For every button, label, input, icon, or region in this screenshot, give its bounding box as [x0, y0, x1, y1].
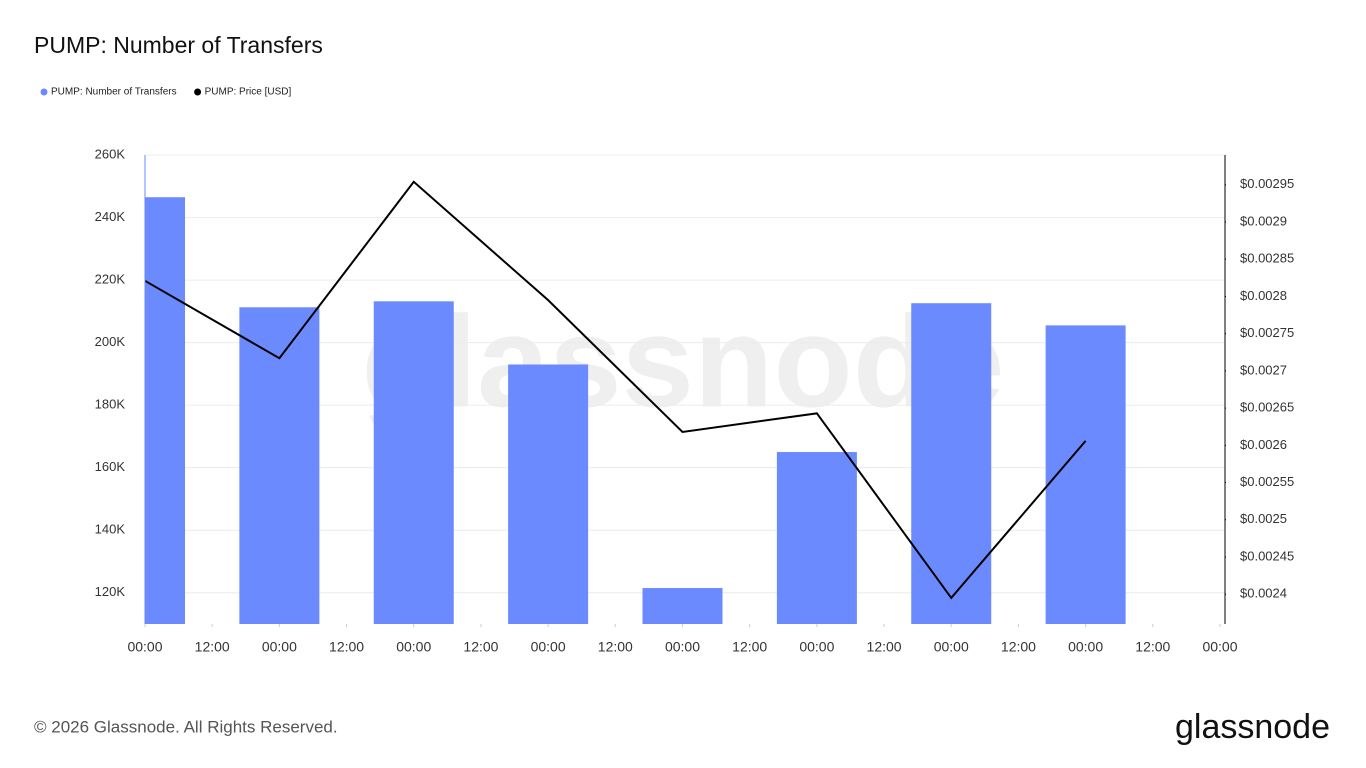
- legend-marker: [40, 88, 48, 96]
- y2-tick-label: $0.0029: [1240, 213, 1287, 228]
- x-tick-label: 12:00: [1135, 639, 1170, 655]
- price-line: [144, 180, 1087, 600]
- x-tick-label: 12:00: [867, 639, 902, 655]
- bar: [642, 588, 723, 624]
- y2-tick-label: $0.0025: [1240, 511, 1287, 526]
- y-tick-label: 140K: [95, 522, 126, 537]
- y2-tick-label: $0.0027: [1240, 362, 1287, 377]
- legend-marker: [194, 88, 202, 96]
- x-tick-label: 12:00: [1001, 639, 1036, 655]
- x-tick-label: 00:00: [531, 639, 566, 655]
- y2-tick-label: $0.0024: [1240, 586, 1287, 601]
- plot-area: [145, 197, 1126, 624]
- y2-tick-label: $0.0028: [1240, 288, 1287, 303]
- y2-tick-label: $0.00275: [1240, 325, 1294, 340]
- x-tick-label: 00:00: [1068, 639, 1103, 655]
- x-tick-label: 00:00: [396, 639, 431, 655]
- bar: [776, 452, 857, 624]
- y2-tick-label: $0.00245: [1240, 548, 1294, 563]
- y2-tick-label: $0.00265: [1240, 400, 1294, 415]
- x-tick-label: 00:00: [665, 639, 700, 655]
- x-tick-label: 00:00: [934, 639, 969, 655]
- chart-title: PUMP: Number of Transfers: [34, 32, 323, 58]
- y-tick-label: 220K: [95, 272, 126, 287]
- bar: [1045, 325, 1126, 624]
- y-tick-label: 200K: [95, 334, 126, 349]
- legend-label: PUMP: Number of Transfers: [51, 87, 177, 98]
- bar: [911, 303, 992, 624]
- y-tick-label: 180K: [95, 397, 126, 412]
- y-tick-label: 120K: [95, 584, 126, 599]
- x-tick-label: 12:00: [329, 639, 364, 655]
- y-tick-label: 240K: [95, 209, 126, 224]
- x-tick-label: 12:00: [195, 639, 230, 655]
- x-tick-label: 12:00: [598, 639, 633, 655]
- footer: © 2026 Glassnode. All Rights Reserved.: [34, 717, 338, 736]
- x-tick-label: 00:00: [799, 639, 834, 655]
- y-tick-label: 160K: [95, 459, 126, 474]
- bar: [239, 307, 320, 624]
- logo: glassnode: [1175, 708, 1330, 746]
- watermark: glassnode: [362, 288, 1005, 434]
- y2-tick-label: $0.00295: [1240, 176, 1294, 191]
- y2-tick-label: $0.00255: [1240, 474, 1294, 489]
- y2-tick-label: $0.0026: [1240, 437, 1287, 452]
- x-tick-label: 12:00: [732, 639, 767, 655]
- bar: [145, 197, 185, 624]
- bar: [508, 364, 589, 624]
- bar: [373, 301, 454, 624]
- legend-label: PUMP: Price [USD]: [205, 87, 292, 98]
- y-tick-label: 260K: [95, 146, 126, 161]
- legend: PUMP: Number of Transfers PUMP: Price [US…: [40, 87, 292, 98]
- x-tick-label: 00:00: [127, 639, 162, 655]
- x-tick-label: 12:00: [463, 639, 498, 655]
- x-tick-label: 00:00: [262, 639, 297, 655]
- x-tick-label: 00:00: [1202, 639, 1237, 655]
- y2-tick-label: $0.00285: [1240, 251, 1294, 266]
